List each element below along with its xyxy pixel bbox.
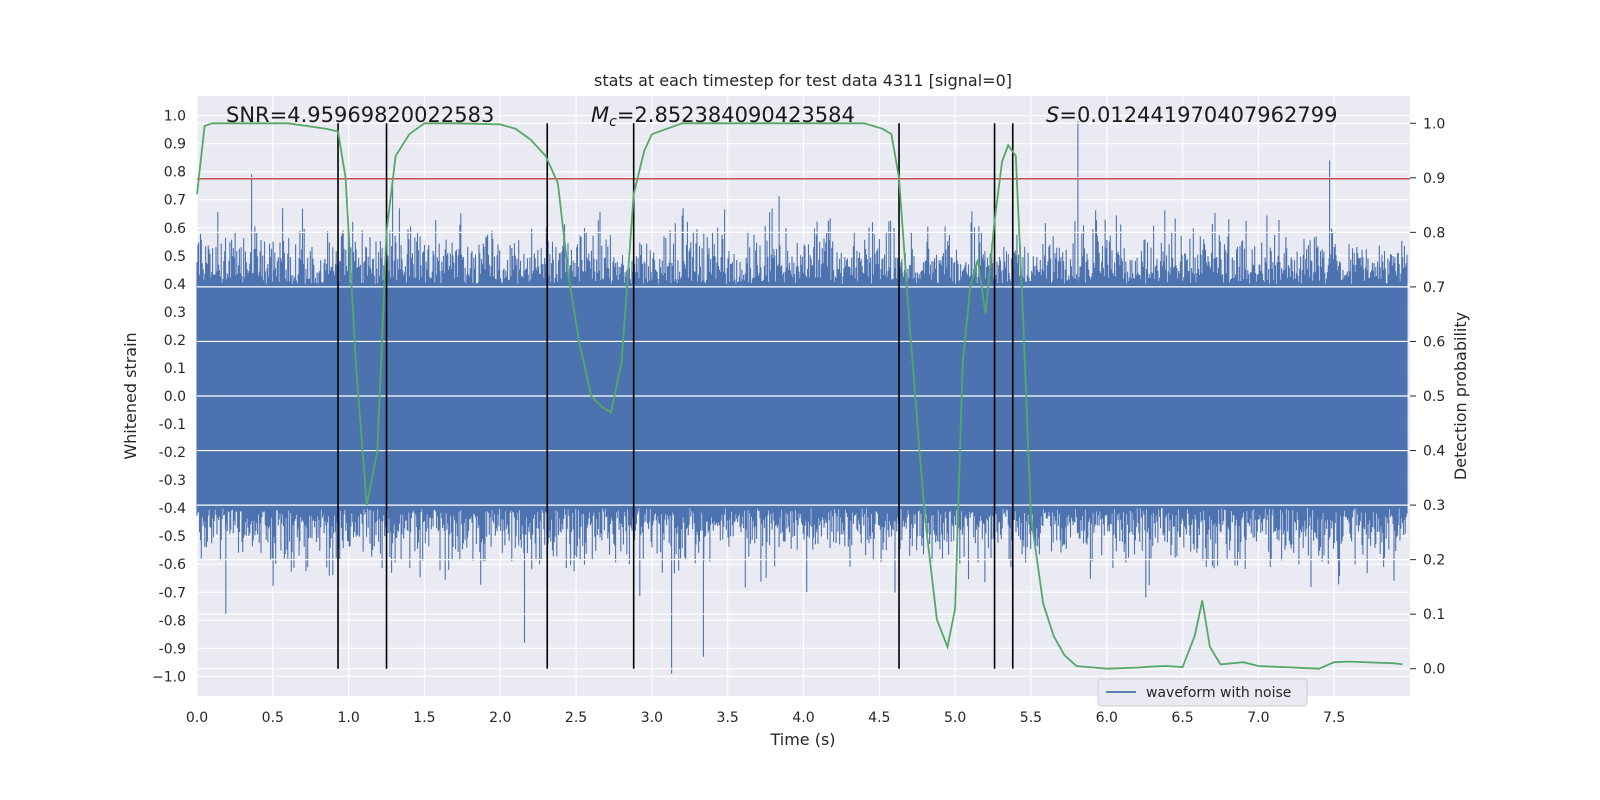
x-tick-label: 5.0 <box>944 710 966 726</box>
legend-label: waveform with noise <box>1146 685 1291 701</box>
y2-tick-label: 0.8 <box>1423 225 1445 241</box>
y-tick-label: -0.2 <box>159 445 186 461</box>
y-axis-ticks: 1.0 0.9 0.8 0.7 0.6 0.5 0.4 0.3 0.2 0.1 0.0 -0.1 -0.… <box>152 109 186 686</box>
y-axis-label: Whitened strain <box>121 332 140 459</box>
y-tick-label: 0.7 <box>164 193 186 209</box>
y2-tick-label: 1.0 <box>1423 116 1445 132</box>
y2-tick-label: 0.2 <box>1423 553 1445 569</box>
x-tick-label: 7.5 <box>1323 710 1345 726</box>
y2-tick-label: 0.4 <box>1423 444 1445 460</box>
y-tick-label: -0.8 <box>159 613 186 629</box>
y2-tick-label: 0.7 <box>1423 280 1445 296</box>
y-tick-label: -0.9 <box>159 641 186 657</box>
y-tick-label: -0.6 <box>159 557 186 573</box>
x-tick-label: 6.0 <box>1096 710 1118 726</box>
snr-annotation: SNR=4.95969820022583 <box>226 103 494 127</box>
y-tick-label: 0.3 <box>164 305 186 321</box>
y-tick-label: 0.9 <box>164 137 186 153</box>
y-tick-label: -0.7 <box>159 585 186 601</box>
x-axis-label: Time (s) <box>769 730 835 749</box>
legend-box <box>1097 678 1308 707</box>
x-tick-label: 1.5 <box>413 710 435 726</box>
waveform-trace <box>196 121 1408 674</box>
x-tick-label: 2.5 <box>565 710 587 726</box>
detection-probability-line <box>196 122 1403 670</box>
y-tick-label: -0.4 <box>159 501 186 517</box>
y2-axis-ticks: 1.0 0.9 0.8 0.7 0.6 0.5 0.4 0.3 0.2 0.1 0.0 <box>1410 116 1445 678</box>
y-tick-label: 0.4 <box>164 277 186 293</box>
y-tick-label: 0.5 <box>164 249 186 265</box>
x-axis-ticks: 0.0 0.5 1.0 1.5 2.0 2.5 3.0 3.5 4.0 4.5 5.0 5.5 6.0 6… <box>186 710 1345 726</box>
y2-tick-label: 0.5 <box>1423 389 1445 405</box>
x-tick-label: 0.0 <box>186 710 208 726</box>
y-tick-label: 0.0 <box>164 389 186 405</box>
chirp-mass-annotation: Mc=2.852384090423584 <box>591 103 855 130</box>
y2-tick-label: 0.0 <box>1423 662 1445 678</box>
y-tick-label: 1.0 <box>164 109 186 125</box>
y-tick-label: -0.3 <box>159 473 186 489</box>
y-tick-label: 0.2 <box>164 333 186 349</box>
x-tick-label: 3.0 <box>641 710 663 726</box>
x-tick-label: 4.0 <box>792 710 814 726</box>
legend: waveform with noise <box>1097 678 1308 707</box>
y-tick-label: 0.8 <box>164 165 186 181</box>
y2-tick-label: 0.1 <box>1423 607 1445 623</box>
x-tick-label: 2.0 <box>489 710 511 726</box>
y2-axis-label: Detection probability <box>1451 312 1470 480</box>
x-tick-label: 4.5 <box>868 710 890 726</box>
y-tick-label: 0.6 <box>164 221 186 237</box>
y2-tick-label: 0.9 <box>1423 171 1445 187</box>
secondary-grid <box>197 122 1410 670</box>
chart-title: stats at each timestep for test data 431… <box>594 71 1012 90</box>
x-tick-label: 0.5 <box>262 710 284 726</box>
x-tick-label: 3.5 <box>717 710 739 726</box>
y-tick-label: −1.0 <box>152 669 186 685</box>
x-tick-label: 1.0 <box>337 710 359 726</box>
s-annotation: S=0.012441970407962799 <box>1046 103 1337 127</box>
x-tick-label: 7.0 <box>1247 710 1269 726</box>
x-tick-label: 5.5 <box>1020 710 1042 726</box>
y2-tick-label: 0.6 <box>1423 334 1445 350</box>
x-tick-label: 6.5 <box>1171 710 1193 726</box>
y-tick-label: -0.5 <box>159 529 186 545</box>
y-tick-label: -0.1 <box>159 417 186 433</box>
y2-tick-label: 0.3 <box>1423 498 1445 514</box>
y-tick-label: 0.1 <box>164 361 186 377</box>
